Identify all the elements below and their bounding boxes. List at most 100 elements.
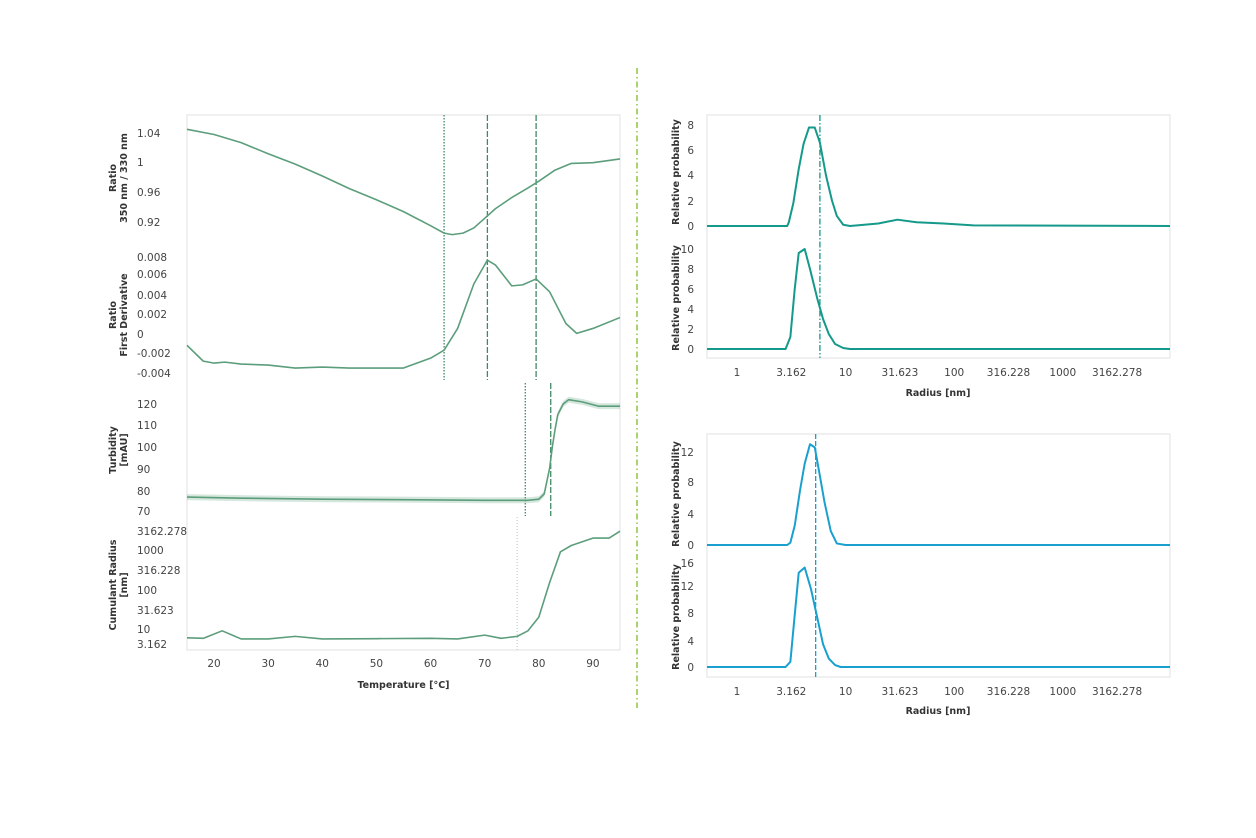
y-axis-title: Cumulant Radius	[108, 539, 119, 630]
y-tick-label: 2	[687, 324, 694, 336]
y-tick-label: 6	[687, 145, 694, 157]
y-tick-label: 0.006	[137, 269, 167, 281]
x-tick-label: 316.228	[987, 686, 1030, 698]
x-tick-label: 100	[944, 686, 964, 698]
subplot-turbidity: 120 110 100 90 80 70 Turbidity [mAU]	[108, 383, 620, 518]
x-tick-label: 1000	[1049, 367, 1076, 379]
y-tick-label: -0.004	[137, 368, 171, 380]
x-tick-label: 20	[207, 658, 220, 670]
left-plot-frame	[186, 114, 621, 651]
x-tick-label: 10	[839, 367, 852, 379]
y-axis-title: [mAU]	[119, 433, 130, 466]
y-axis-title: Relative probability	[671, 244, 682, 350]
y-tick-label: 120	[137, 399, 157, 411]
y-tick-label: 1.04	[137, 128, 161, 140]
x-tick-label: 1	[734, 686, 741, 698]
y-tick-label: 8	[687, 264, 694, 276]
distribution-line-a	[707, 126, 1171, 227]
y-tick-label: 0	[137, 329, 144, 341]
x-tick-label: 100	[944, 367, 964, 379]
x-tick-label: 90	[586, 658, 599, 670]
x-tick-label: 31.623	[882, 367, 919, 379]
y-tick-label: 316.228	[137, 565, 180, 577]
y-axis-title: Ratio	[108, 301, 119, 330]
y-tick-label: 8	[687, 120, 694, 132]
x-tick-label: 3.162	[776, 367, 806, 379]
y-tick-label: 110	[137, 420, 157, 432]
y-tick-label: 0.96	[137, 187, 161, 199]
x-axis-title: Radius [nm]	[906, 706, 971, 717]
y-tick-label: 8	[687, 477, 694, 489]
y-tick-label: 1000	[137, 545, 164, 557]
y-tick-label: 2	[687, 196, 694, 208]
x-tick-label: 40	[316, 658, 329, 670]
y-tick-label: -0.002	[137, 348, 171, 360]
y-tick-label: 4	[687, 509, 694, 521]
y-tick-label: 0.92	[137, 217, 160, 229]
y-axis-title: 350 nm / 330 nm	[119, 133, 130, 223]
y-tick-label: 8	[687, 608, 694, 620]
y-tick-label: 0	[687, 344, 694, 356]
series-line-cumulant-radius	[186, 530, 621, 640]
x-tick-label: 10	[839, 686, 852, 698]
x-tick-label: 31.623	[882, 686, 919, 698]
distribution-line-d	[707, 566, 1170, 668]
plot-frame	[706, 114, 1171, 359]
distribution-line-b	[707, 248, 1170, 350]
y-tick-label: 12	[681, 581, 694, 593]
x-tick-label: 70	[478, 658, 491, 670]
x-tick-label: 60	[424, 658, 437, 670]
series-line-ratio	[186, 128, 621, 236]
y-tick-label: 100	[137, 442, 157, 454]
series-line-turbidity	[186, 398, 620, 502]
subplot-cumulant-radius: 3162.278 1000 316.228 100 31.623 10 3.162 Cumul…	[108, 517, 621, 651]
series-line-derivative	[186, 259, 621, 369]
y-axis-title: Relative probability	[671, 563, 682, 669]
x-tick-label: 1	[734, 367, 741, 379]
y-tick-label: 100	[137, 585, 157, 597]
y-tick-label: 4	[687, 636, 694, 648]
x-tick-label: 30	[262, 658, 275, 670]
y-tick-label: 4	[687, 304, 694, 316]
y-tick-label: 16	[681, 558, 695, 570]
chart-right-top: 8 6 4 2 0 Relative probability 10 8 6 4 2 0 Relative…	[671, 114, 1171, 399]
y-tick-label: 80	[137, 486, 150, 498]
x-axis-title: Temperature [°C]	[357, 680, 449, 691]
x-tick-label: 3162.278	[1092, 686, 1142, 698]
y-tick-label: 0	[687, 221, 694, 233]
y-tick-label: 0.002	[137, 309, 167, 321]
y-tick-label: 0.004	[137, 290, 167, 302]
x-tick-label: 1000	[1049, 686, 1076, 698]
y-tick-label: 31.623	[137, 605, 174, 617]
x-tick-label: 50	[370, 658, 383, 670]
y-tick-label: 4	[687, 170, 694, 182]
plot-frame	[706, 433, 1171, 678]
y-tick-label: 0	[687, 662, 694, 674]
y-axis-title: First Derivative	[119, 273, 130, 356]
confidence-band	[187, 396, 620, 504]
x-tick-label: 316.228	[987, 367, 1030, 379]
x-axis-title: Radius [nm]	[906, 388, 971, 399]
y-axis-title: Turbidity	[108, 425, 119, 474]
y-axis-title: Relative probability	[671, 118, 682, 224]
y-axis-title: [nm]	[119, 572, 130, 597]
distribution-line-c	[707, 443, 1170, 546]
y-tick-label: 0	[687, 540, 694, 552]
y-axis-title: Relative probability	[671, 440, 682, 546]
x-tick-label: 3162.278	[1092, 367, 1142, 379]
y-tick-label: 90	[137, 464, 150, 476]
y-tick-label: 1	[137, 157, 144, 169]
subplot-derivative: 0.008 0.006 0.004 0.002 0 -0.002 -0.004 Ratio Fi…	[108, 252, 621, 380]
y-tick-label: 6	[687, 284, 694, 296]
y-axis-title: Ratio	[108, 164, 119, 193]
y-tick-label: 10	[137, 624, 150, 636]
y-tick-label: 12	[681, 447, 694, 459]
y-tick-label: 3162.278	[137, 526, 187, 538]
x-tick-label: 80	[532, 658, 545, 670]
y-tick-label: 70	[137, 506, 150, 518]
y-tick-label: 0.008	[137, 252, 167, 264]
y-tick-label: 3.162	[137, 639, 167, 651]
x-tick-label: 3.162	[776, 686, 806, 698]
